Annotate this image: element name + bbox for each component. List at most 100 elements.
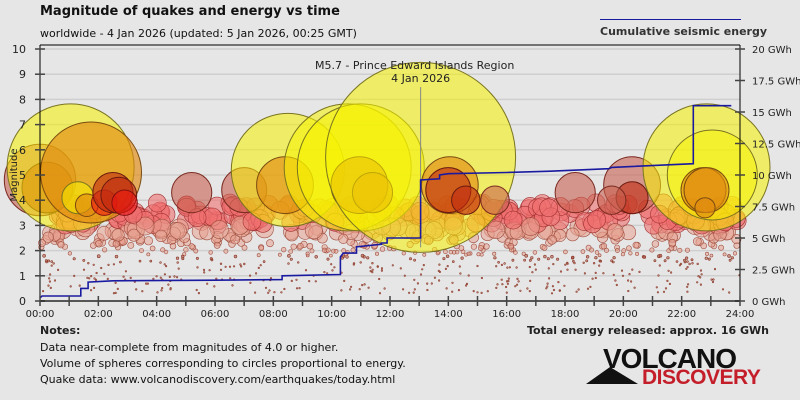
x-tick-label: 16:00: [492, 309, 521, 320]
quake-point: [183, 247, 189, 253]
quake-point: [403, 274, 406, 277]
quake-point: [160, 247, 166, 253]
quake-point: [408, 291, 411, 294]
quake-point: [369, 270, 372, 273]
quake-point: [290, 279, 293, 283]
y2-tick-label: 5 GWh: [752, 234, 786, 245]
quake-point: [505, 291, 508, 294]
quake-point: [493, 256, 497, 260]
quake-point: [532, 250, 538, 255]
note-line-1: Data near-complete from magnitudes of 4.…: [40, 341, 339, 354]
quake-point: [446, 265, 449, 268]
quake-point: [181, 254, 185, 259]
quake-point: [709, 253, 714, 258]
quake-point: [42, 231, 54, 243]
quake-point: [633, 286, 636, 289]
quake-point: [219, 268, 223, 271]
quake-point: [255, 272, 258, 275]
y-axis-label: Magnitude: [9, 149, 20, 202]
chart-title: Magnitude of quakes and energy vs time: [40, 4, 340, 19]
quake-point: [612, 256, 616, 260]
quake-point: [169, 288, 172, 291]
quake-point: [149, 245, 156, 252]
quake-point: [323, 271, 326, 274]
quake-point: [345, 255, 349, 259]
quake-point: [241, 244, 248, 251]
quake-point: [399, 267, 402, 270]
quake-point: [114, 291, 117, 295]
quake-point: [114, 281, 117, 285]
quake-point: [89, 289, 93, 292]
quake-point: [249, 274, 252, 277]
quake-point: [298, 287, 301, 290]
quake-point: [111, 228, 125, 242]
quake-point: [287, 254, 291, 258]
quake-point: [47, 284, 50, 287]
quake-point: [148, 193, 167, 213]
quake-point: [479, 252, 484, 257]
quake-point: [547, 235, 557, 245]
y-tick-label: 6: [19, 144, 26, 157]
major-quake-bubble: [171, 172, 213, 214]
quake-point: [466, 251, 471, 256]
quake-point: [287, 262, 290, 265]
quake-point: [728, 291, 731, 294]
quake-point: [655, 286, 658, 289]
quake-point: [50, 264, 53, 267]
quake-point: [195, 288, 198, 292]
quake-point: [419, 273, 423, 276]
notes-title: Notes:: [40, 324, 81, 337]
quake-point: [124, 270, 127, 273]
quake-point: [426, 288, 429, 292]
quake-point: [507, 277, 510, 280]
quake-point: [573, 261, 576, 265]
quake-point: [526, 287, 529, 290]
quake-point: [677, 247, 683, 253]
quake-point: [686, 266, 689, 269]
quake-point: [101, 247, 108, 253]
quake-point: [119, 260, 122, 264]
quake-point: [586, 287, 590, 290]
quake-point: [507, 243, 515, 250]
y-tick-label: 5: [19, 169, 26, 182]
quake-point: [106, 277, 109, 281]
quake-point: [333, 249, 339, 254]
x-tick-label: 22:00: [667, 309, 696, 320]
quake-point: [444, 267, 448, 271]
quake-point: [628, 273, 631, 276]
quake-point: [537, 257, 541, 261]
annotation-date: 4 Jan 2026: [391, 72, 450, 85]
y-tick-label: 10: [12, 43, 26, 56]
quake-point: [666, 279, 669, 283]
quake-point: [41, 290, 45, 293]
quake-point: [664, 287, 668, 290]
quake-point: [112, 292, 115, 295]
quake-point: [430, 282, 433, 285]
quake-point: [401, 251, 406, 256]
y2-tick-label: 7.5 GWh: [752, 203, 795, 214]
quake-point: [52, 262, 55, 265]
quake-point: [378, 292, 382, 295]
quake-point: [480, 276, 484, 280]
quake-point: [634, 251, 639, 256]
major-quakes: [3, 61, 771, 253]
quake-point: [87, 262, 90, 265]
volcano-logo-icon: [586, 367, 638, 384]
quake-point: [358, 288, 361, 291]
quake-point: [92, 263, 95, 266]
quake-point: [103, 272, 106, 276]
quake-point: [572, 259, 575, 263]
quake-point: [202, 268, 206, 272]
quake-point: [696, 281, 699, 284]
quake-point: [691, 262, 694, 265]
quake-point: [465, 284, 468, 287]
quake-point: [699, 283, 703, 286]
y-tick-label: 1: [19, 270, 26, 283]
quake-point: [495, 286, 498, 290]
y2-tick-label: 20 GWh: [752, 45, 792, 56]
quake-point: [690, 258, 694, 262]
quake-point: [516, 277, 519, 281]
quake-point: [500, 263, 504, 267]
quake-point: [72, 257, 76, 261]
